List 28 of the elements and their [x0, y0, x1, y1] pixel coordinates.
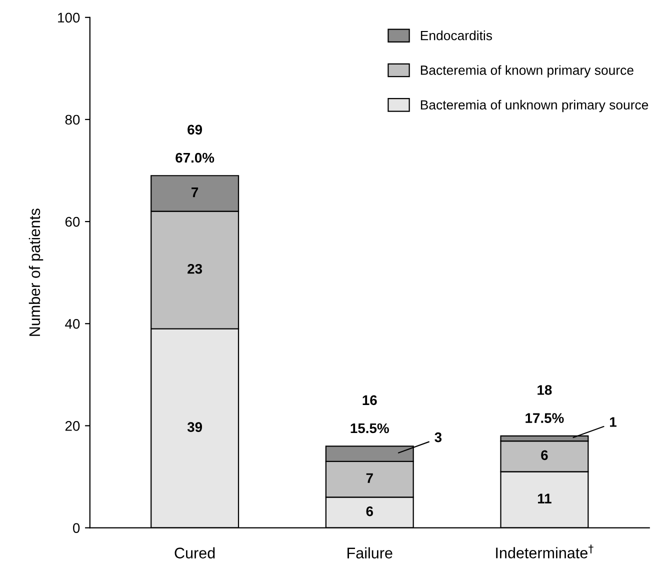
x-tick-label: Failure	[348, 547, 392, 558]
legend-label: Bacteremia of known primary source	[420, 65, 634, 78]
data-label: 6	[366, 506, 373, 516]
y-tick-label: 80	[65, 114, 80, 125]
y-tick-label: 60	[65, 216, 80, 227]
x-tick-label: Cured	[174, 547, 215, 558]
total-label: 69	[188, 124, 202, 135]
total-label: 16	[362, 395, 377, 406]
annotation: 15.5%	[350, 423, 389, 434]
data-label: 23	[188, 264, 202, 274]
data-label: 7	[192, 188, 198, 198]
y-tick-label: 40	[65, 318, 80, 329]
y-tick-label: 0	[73, 523, 80, 533]
legend-label: Bacteremia of unknown primary source	[420, 100, 648, 112]
annotation: 67.0%	[176, 152, 214, 163]
data-label: 1	[610, 417, 616, 427]
data-label: 6	[541, 450, 548, 460]
data-label: 7	[366, 473, 373, 483]
y-tick-label: 20	[65, 421, 80, 431]
annotation: 17.5%	[526, 413, 564, 423]
total-label: 18	[538, 385, 552, 395]
x-tick-label: Indeterminate$^{†}$	[496, 544, 594, 558]
y-tick-label: 100	[58, 12, 80, 23]
legend-label: Endocarditis	[420, 30, 492, 40]
data-label: 11	[538, 494, 552, 504]
data-label: 39	[187, 422, 202, 432]
data-label: 3	[434, 432, 442, 442]
y-axis-title: Number of patients	[28, 208, 44, 336]
